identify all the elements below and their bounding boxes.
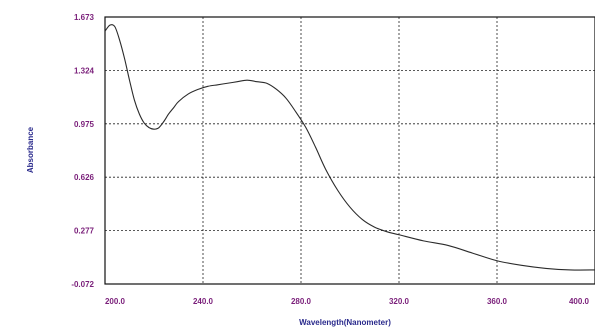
tick-labels: 200.0 240.0 280.0 320.0 360.0 400.0 1.673 1.324… [71,13,589,306]
x-tick-label: 360.0 [487,297,508,306]
y-tick-label: -0.072 [71,280,94,289]
y-tick-label: 0.277 [74,227,95,236]
y-tick-label: 0.975 [74,120,95,129]
y-tick-label: 1.673 [74,13,95,22]
absorbance-curve [104,24,595,271]
plot-frame [104,16,595,285]
y-tick-label: 0.626 [74,173,95,182]
x-tick-label: 200.0 [105,297,126,306]
y-axis-label: Absorbance [26,126,35,173]
x-tick-label: 320.0 [389,297,410,306]
x-tick-label: 400.0 [569,297,590,306]
x-tick-label: 280.0 [291,297,312,306]
x-axis-label: Wavelength(Nanometer) [299,318,391,327]
x-tick-label: 240.0 [193,297,214,306]
grid [105,17,595,284]
y-tick-label: 1.324 [74,66,95,75]
